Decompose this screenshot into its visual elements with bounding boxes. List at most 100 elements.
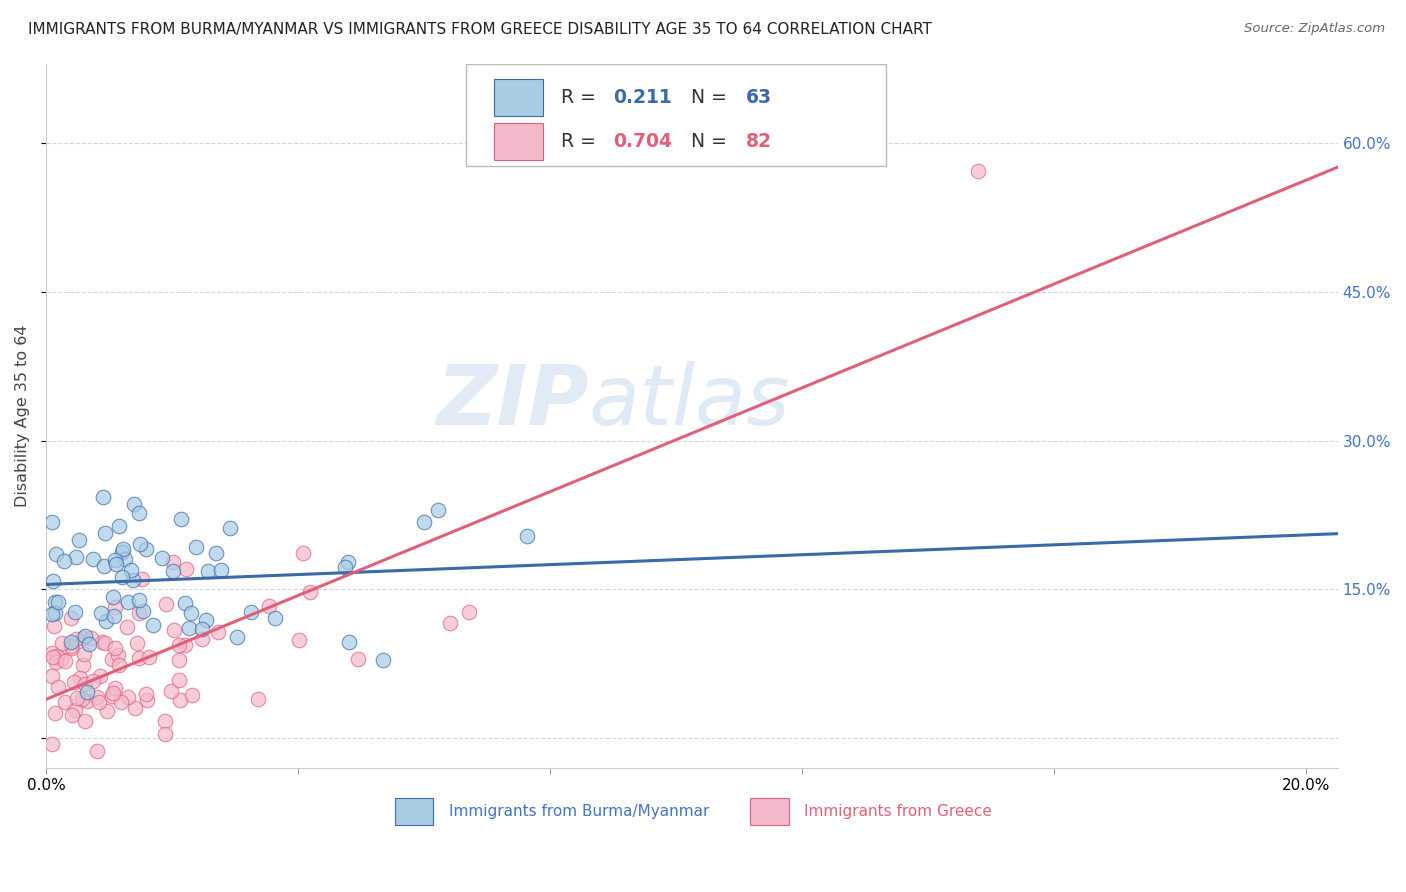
Point (96, 614, 118, 628)
Point (65, 632, 87, 646)
Point (111, 570, 134, 584)
Point (117, 595, 139, 609)
Text: Source: ZipAtlas.com: Source: ZipAtlas.com (1244, 22, 1385, 36)
Point (155, 597, 177, 611)
Point (439, 616, 461, 631)
Point (94, 635, 117, 649)
Point (337, 555, 360, 569)
Point (412, 516, 434, 530)
Point (128, 651, 150, 665)
Point (51, 636, 73, 650)
Point (73, 714, 96, 729)
Point (89, 669, 111, 683)
Point (195, 613, 218, 627)
Point (153, 714, 176, 728)
Point (967, 164, 990, 178)
Point (96, 704, 118, 718)
Point (124, 701, 146, 715)
Point (72, 658, 94, 673)
Point (127, 636, 149, 650)
Point (86, 690, 108, 704)
Point (45, 547, 67, 561)
Point (163, 624, 186, 638)
Point (174, 562, 197, 576)
Point (103, 609, 125, 624)
Point (101, 590, 124, 604)
Point (181, 688, 204, 702)
Point (184, 540, 207, 554)
Point (73, 798, 96, 813)
Point (150, 551, 173, 566)
Point (45, 655, 67, 669)
Point (60, 635, 83, 649)
Point (132, 604, 155, 618)
Point (70, 692, 93, 706)
Point (108, 657, 131, 672)
Point (117, 690, 139, 705)
Point (104, 681, 127, 695)
Point (122, 497, 145, 511)
Point (105, 557, 128, 571)
Text: atlas: atlas (589, 361, 790, 442)
Point (75, 677, 97, 691)
Point (77, 637, 100, 651)
Point (135, 542, 157, 557)
Point (128, 606, 150, 620)
Point (516, 528, 538, 542)
Text: ZIP: ZIP (436, 361, 589, 442)
Point (63, 675, 86, 690)
Point (246, 691, 269, 706)
Point (131, 572, 153, 586)
Point (101, 652, 124, 666)
Text: 0.211: 0.211 (613, 88, 672, 107)
Point (190, 622, 212, 636)
Point (107, 648, 129, 662)
Point (264, 611, 287, 625)
Point (75, 629, 97, 643)
Point (44, 706, 66, 721)
Point (111, 545, 134, 559)
Point (60, 708, 83, 723)
Point (219, 521, 242, 535)
Point (63, 605, 86, 619)
Point (167, 638, 190, 652)
Point (458, 606, 481, 620)
Point (333, 559, 356, 574)
Point (179, 621, 201, 635)
Point (107, 519, 129, 533)
Point (93, 526, 115, 541)
Text: Immigrants from Burma/Myanmar: Immigrants from Burma/Myanmar (449, 804, 710, 819)
Point (128, 536, 150, 550)
Point (104, 552, 127, 566)
Point (53, 653, 76, 667)
Point (115, 620, 138, 634)
Point (86, 744, 108, 758)
Point (42, 649, 65, 664)
Point (167, 653, 190, 667)
Point (82, 674, 104, 689)
Point (46, 648, 69, 663)
Point (53, 695, 76, 709)
Point (44, 594, 66, 608)
Point (82, 552, 104, 566)
Point (76, 685, 98, 699)
FancyBboxPatch shape (494, 79, 543, 116)
Point (41, 737, 63, 751)
Point (73, 647, 96, 661)
Point (67, 533, 90, 548)
Point (190, 632, 212, 647)
FancyBboxPatch shape (465, 64, 886, 166)
Point (41, 607, 63, 622)
Point (66, 691, 89, 706)
Point (79, 631, 101, 645)
Point (174, 596, 197, 610)
Point (169, 673, 191, 687)
Text: IMMIGRANTS FROM BURMA/MYANMAR VS IMMIGRANTS FROM GREECE DISABILITY AGE 35 TO 64 : IMMIGRANTS FROM BURMA/MYANMAR VS IMMIGRA… (28, 22, 932, 37)
Point (65, 549, 87, 564)
FancyBboxPatch shape (395, 798, 433, 825)
Point (225, 630, 247, 644)
Point (110, 695, 132, 709)
Point (207, 625, 229, 640)
Point (160, 684, 183, 698)
Point (162, 555, 184, 569)
